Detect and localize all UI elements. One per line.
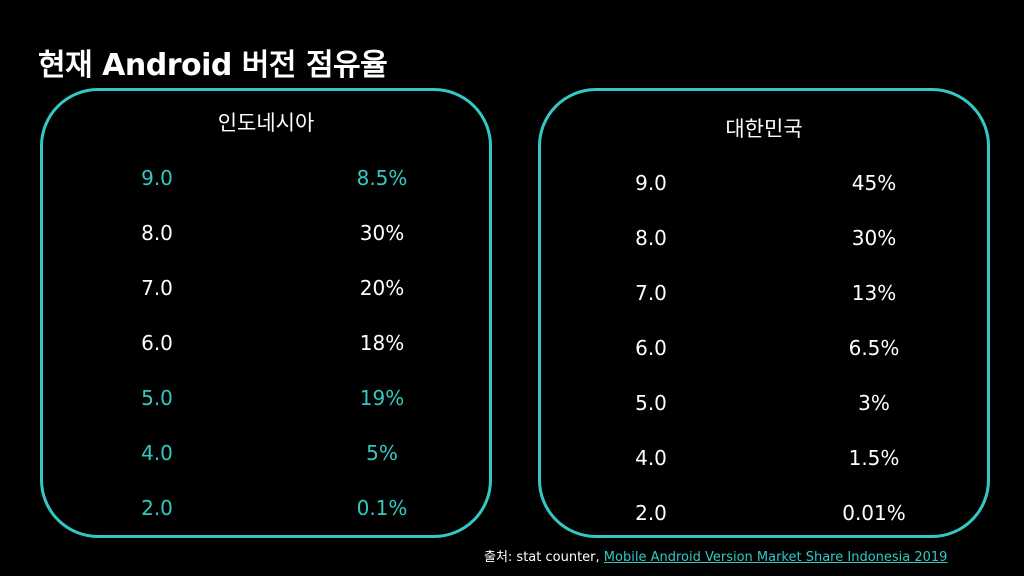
share-value: 20% (359, 276, 405, 300)
share-value: 19% (359, 386, 405, 410)
share-value: 3% (858, 391, 890, 415)
share-value: 1.5% (848, 446, 900, 470)
source-prefix: 출처: stat counter, (484, 550, 604, 565)
source-citation: 출처: stat counter, Mobile Android Version… (484, 546, 947, 565)
table-row: 5.0 19% (43, 383, 489, 413)
table-row: 6.0 18% (43, 328, 489, 358)
version-label: 8.0 (141, 221, 173, 245)
table-row: 4.0 1.5% (541, 443, 987, 473)
table-row: 7.0 20% (43, 273, 489, 303)
share-value: 13% (851, 281, 897, 305)
table-row: 9.0 8.5% (43, 163, 489, 193)
share-value: 0.1% (356, 496, 408, 520)
share-value: 8.5% (356, 166, 408, 190)
table-row: 5.0 3% (541, 388, 987, 418)
version-label: 7.0 (635, 281, 667, 305)
version-label: 6.0 (635, 336, 667, 360)
version-label: 7.0 (141, 276, 173, 300)
share-value: 30% (359, 221, 405, 245)
version-label: 5.0 (141, 386, 173, 410)
panel-title-indonesia: 인도네시아 (217, 111, 315, 135)
source-link[interactable]: Mobile Android Version Market Share Indo… (603, 550, 948, 565)
version-label: 5.0 (635, 391, 667, 415)
share-value: 18% (359, 331, 405, 355)
version-label: 6.0 (141, 331, 173, 355)
table-row: 4.0 5% (43, 438, 489, 468)
version-label: 4.0 (141, 441, 173, 465)
table-row: 2.0 0.1% (43, 493, 489, 523)
version-label: 2.0 (635, 501, 667, 525)
share-value: 5% (366, 441, 398, 465)
table-row: 8.0 30% (43, 218, 489, 248)
table-row: 2.0 0.01% (541, 498, 987, 528)
panel-korea: 대한민국 9.0 45% 8.0 30% 7.0 13% 6.0 6.5% 5.… (538, 88, 990, 538)
version-label: 9.0 (635, 171, 667, 195)
version-label: 2.0 (141, 496, 173, 520)
version-label: 8.0 (635, 226, 667, 250)
version-label: 9.0 (141, 166, 173, 190)
table-row: 6.0 6.5% (541, 333, 987, 363)
share-value: 6.5% (848, 336, 900, 360)
panel-indonesia: 인도네시아 9.0 8.5% 8.0 30% 7.0 20% 6.0 18% 5… (40, 88, 492, 538)
version-label: 4.0 (635, 446, 667, 470)
share-value: 0.01% (842, 501, 906, 525)
share-value: 45% (851, 171, 897, 195)
table-row: 8.0 30% (541, 223, 987, 253)
panel-title-korea: 대한민국 (725, 117, 803, 141)
page-title: 현재 Android 버전 점유율 (38, 48, 388, 83)
share-value: 30% (851, 226, 897, 250)
table-row: 7.0 13% (541, 278, 987, 308)
table-row: 9.0 45% (541, 168, 987, 198)
